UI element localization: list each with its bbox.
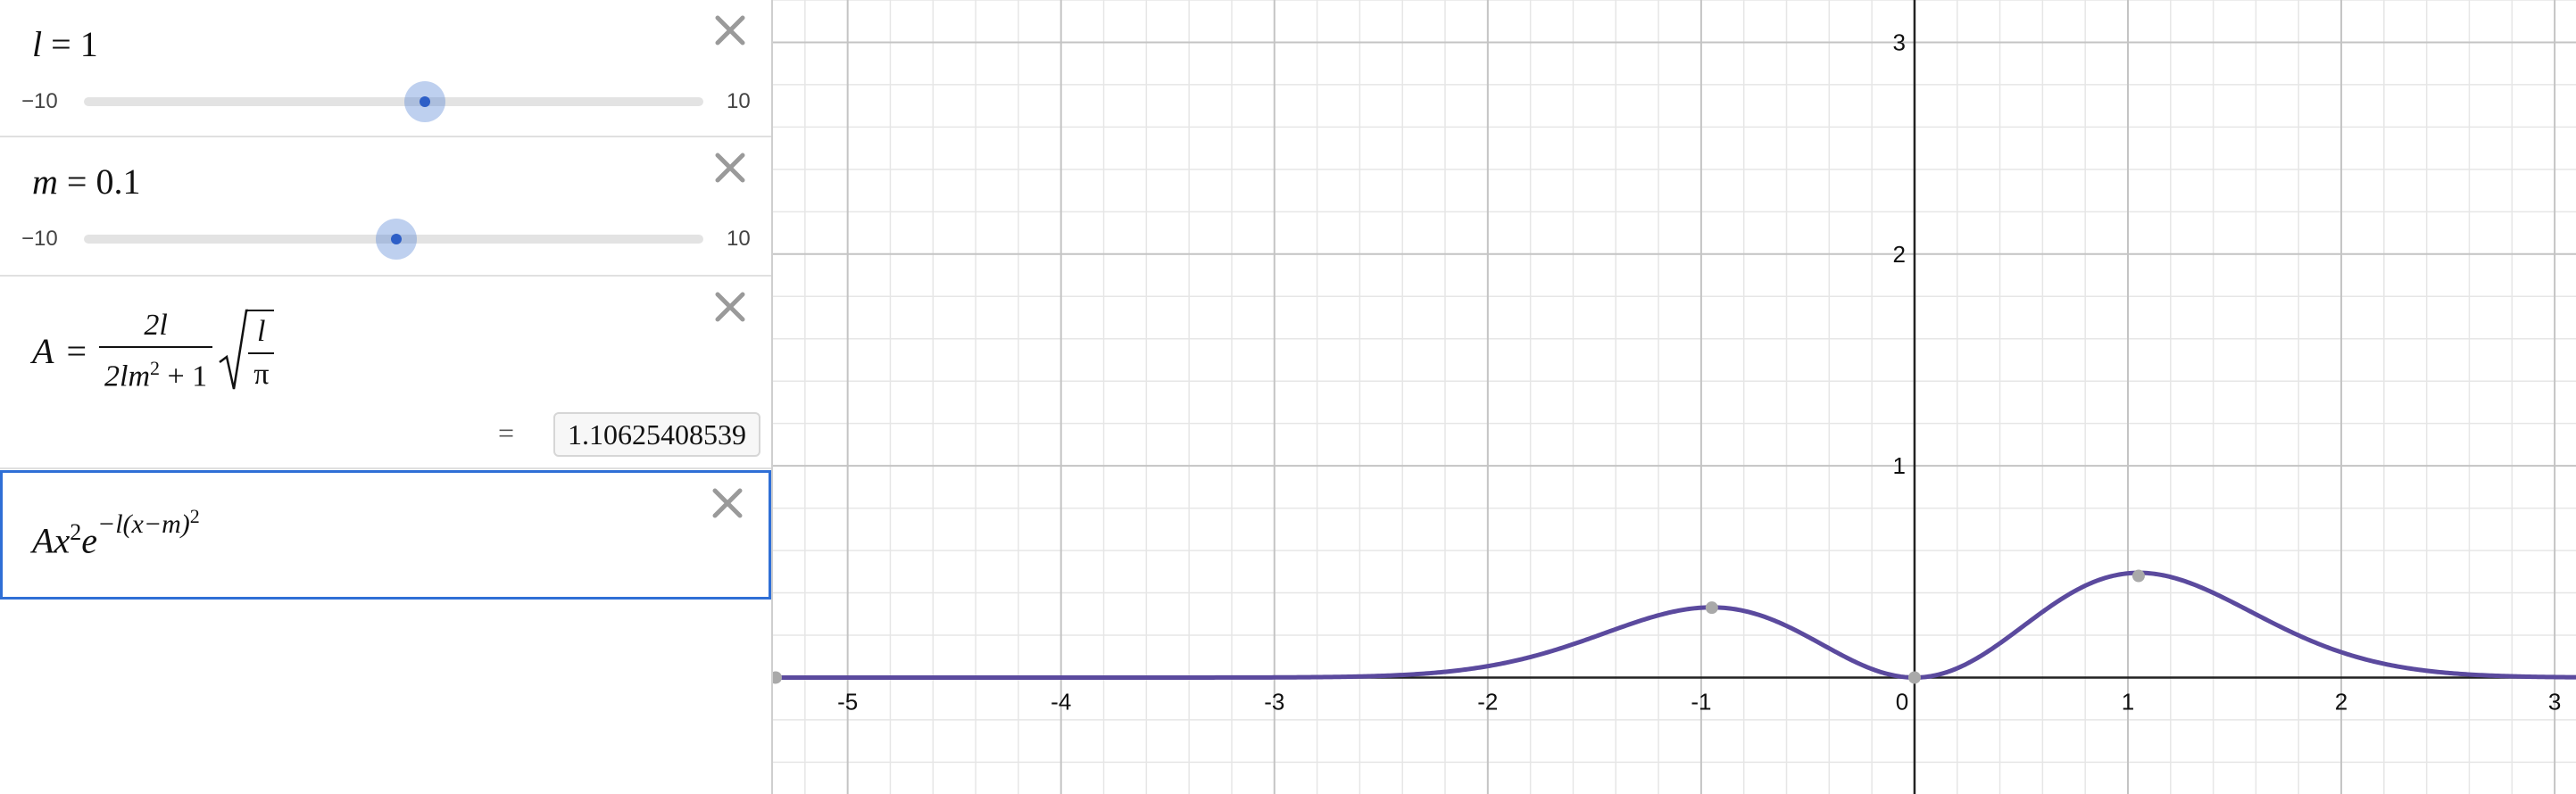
function-curve-path: [773, 570, 2576, 680]
major-gridlines: [773, 0, 2576, 794]
slider-min-label: −10: [21, 89, 58, 113]
function-formula: Ax2e−l(x−m)2: [32, 505, 200, 561]
x-tick-label: 1: [2122, 688, 2134, 715]
x-tick-label: -2: [1477, 688, 1498, 715]
expression-l[interactable]: l = 1 −10 10: [0, 0, 771, 137]
expression-function[interactable]: Ax2e−l(x−m)2: [0, 470, 771, 600]
evaluation-result: 1.10625408539: [553, 412, 760, 457]
x-tick-label: 2: [2335, 688, 2347, 715]
slider-track-m[interactable]: [84, 219, 703, 260]
x-tick-label: -1: [1691, 688, 1711, 715]
x-tick-label: 0: [1896, 688, 1908, 715]
slider-max-label: 10: [727, 89, 751, 113]
point-of-interest: [2131, 569, 2145, 583]
slider-thumb-m[interactable]: [376, 219, 418, 260]
close-icon[interactable]: [712, 12, 748, 48]
expression-l-label: l = 1: [32, 24, 98, 64]
result-equals: =: [497, 417, 514, 449]
slider-max-label: 10: [727, 227, 751, 251]
variable-value: 0.1: [96, 161, 141, 202]
close-icon[interactable]: [712, 289, 748, 325]
point-of-interest: [1705, 601, 1718, 615]
expression-A[interactable]: A = 2l 2lm2 + 1 l π = 1.10625408539: [0, 277, 771, 469]
x-tick-label: -5: [837, 688, 858, 715]
function-curve: [773, 570, 2576, 680]
variable-value: 1: [79, 24, 98, 64]
graph-canvas[interactable]: -5 -4 -3 -2 -1 0 1 2 3 1 2 3: [773, 0, 2576, 794]
point-of-interest: [773, 671, 782, 684]
slider-thumb-l[interactable]: [403, 81, 445, 122]
points-of-interest: [773, 569, 2145, 684]
tick-labels: -5 -4 -3 -2 -1 0 1 2 3 1 2 3: [837, 29, 2561, 715]
fraction: 2l 2lm2 + 1: [99, 305, 213, 397]
slider-track-l[interactable]: [84, 81, 703, 122]
sqrt-symbol: [219, 309, 249, 389]
expression-A-formula: A = 2l 2lm2 + 1 l π: [32, 305, 275, 397]
variable-name: m: [32, 161, 58, 202]
variable-name: l: [32, 24, 43, 64]
y-tick-label: 2: [1892, 241, 1905, 268]
x-tick-label: -3: [1264, 688, 1284, 715]
expression-m[interactable]: m = 0.1 −10 10: [0, 137, 771, 277]
point-of-interest: [1907, 671, 1921, 684]
expression-list: l = 1 −10 10 m = 0.1 −10: [0, 0, 773, 794]
x-tick-label: -4: [1051, 688, 1071, 715]
close-icon[interactable]: [712, 150, 748, 186]
sqrt-fraction: l π: [248, 309, 275, 395]
minor-gridlines: [773, 0, 2576, 794]
y-tick-label: 1: [1892, 452, 1905, 479]
axes: [773, 0, 2576, 794]
graph-svg[interactable]: -5 -4 -3 -2 -1 0 1 2 3 1 2 3: [773, 0, 2576, 794]
expression-m-label: m = 0.1: [32, 161, 141, 202]
close-icon[interactable]: [710, 485, 745, 521]
slider-min-label: −10: [21, 227, 58, 251]
x-tick-label: 3: [2548, 688, 2561, 715]
y-tick-label: 3: [1892, 29, 1905, 55]
